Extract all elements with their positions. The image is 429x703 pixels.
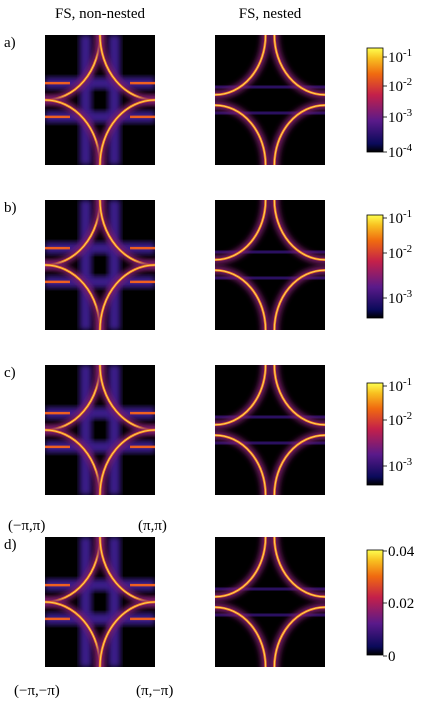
heatmap-panel xyxy=(45,35,155,165)
heatmap-panel xyxy=(45,200,155,330)
fermi-surface xyxy=(45,365,155,495)
corner-label: (π,−π) xyxy=(136,683,173,699)
arc-core xyxy=(274,269,325,330)
row-label: b) xyxy=(4,200,17,216)
colorbar xyxy=(366,382,384,486)
colorbar-label-text: 0.02 xyxy=(388,596,414,612)
colorbar-label: 10-2 xyxy=(388,410,412,429)
colorbar-label: 10-3 xyxy=(388,456,413,475)
fermi-surface xyxy=(45,537,155,667)
row-label: c) xyxy=(4,365,16,381)
colorbar xyxy=(366,214,384,319)
colorbar-label: 10-1 xyxy=(388,376,412,395)
heatmap-panel xyxy=(215,537,325,667)
band-glow xyxy=(79,537,92,667)
band-glow xyxy=(108,365,121,495)
band-glow xyxy=(45,110,155,123)
fermi-surface xyxy=(215,35,325,165)
band-glow xyxy=(108,200,121,330)
band-glow xyxy=(79,365,92,495)
colorbar-label-base: 10 xyxy=(388,145,403,161)
heatmap-panel xyxy=(45,537,155,667)
colorbar-label-exponent: -2 xyxy=(403,76,412,88)
corner-label: (−π,−π) xyxy=(14,683,60,699)
fermi-surface xyxy=(215,200,325,330)
fermi-surface xyxy=(45,35,155,165)
colorbar-label-exponent: -3 xyxy=(403,456,413,468)
colorbar-label-exponent: -3 xyxy=(403,288,413,300)
arc-core xyxy=(274,537,325,598)
fermi-surface xyxy=(45,200,155,330)
colorbar xyxy=(366,47,384,153)
colorbar-label-exponent: -2 xyxy=(403,243,412,255)
column-title: FS, non-nested xyxy=(55,6,146,22)
band-glow xyxy=(79,200,92,330)
colorbar-label: 10-1 xyxy=(388,208,412,227)
colorbar-label-base: 10 xyxy=(388,413,403,429)
colorbar-label: 10-3 xyxy=(388,288,413,307)
arc-core xyxy=(274,200,325,261)
band-glow xyxy=(79,35,92,165)
colorbar-label-base: 10 xyxy=(388,246,403,262)
arc-core xyxy=(274,104,325,165)
colorbar-label: 10-1 xyxy=(388,47,412,66)
arc-core xyxy=(274,35,325,96)
colorbar-label-exponent: -1 xyxy=(403,376,412,388)
heatmap-panel xyxy=(215,35,325,165)
panel-background xyxy=(215,200,325,330)
heatmap-panel xyxy=(215,200,325,330)
colorbar-label-base: 10 xyxy=(388,291,403,307)
colorbar-label: 10-2 xyxy=(388,243,412,262)
colorbar-label-base: 10 xyxy=(388,50,403,66)
band-glow xyxy=(45,440,155,453)
row-label: d) xyxy=(4,537,17,553)
colorbar-label: 0 xyxy=(388,649,396,665)
colorbar-label-exponent: -3 xyxy=(403,107,413,119)
band-glow xyxy=(45,275,155,288)
colorbar xyxy=(366,549,384,656)
band-glow xyxy=(45,579,155,592)
band-glow xyxy=(45,242,155,255)
colorbar-label-exponent: -1 xyxy=(403,208,412,220)
row-label: a) xyxy=(4,35,16,51)
colorbar-label-base: 10 xyxy=(388,110,403,126)
fermi-surface xyxy=(215,537,325,667)
colorbar-label-text: 0.04 xyxy=(388,544,415,560)
heatmap-panel xyxy=(215,365,325,495)
arc-core xyxy=(274,365,325,426)
colorbar-label-exponent: -1 xyxy=(403,47,412,59)
corner-label: (π,π) xyxy=(138,518,167,534)
colorbar-label: 10-2 xyxy=(388,76,412,95)
heatmap-panel xyxy=(45,365,155,495)
colorbar-label: 0.04 xyxy=(388,544,415,560)
panel-background xyxy=(215,365,325,495)
colorbar-label-text: 0 xyxy=(388,649,396,665)
colorbar-label-base: 10 xyxy=(388,79,403,95)
colorbar-label: 10-4 xyxy=(388,142,413,161)
fermi-surface xyxy=(215,365,325,495)
band-glow xyxy=(45,612,155,625)
panel-background xyxy=(215,537,325,667)
colorbar-label-exponent: -2 xyxy=(403,410,412,422)
band-glow xyxy=(108,537,121,667)
band-glow xyxy=(45,77,155,90)
arc-core xyxy=(215,365,266,426)
band-glow xyxy=(108,35,121,165)
colorbar-label-base: 10 xyxy=(388,379,403,395)
column-title: FS, nested xyxy=(239,6,302,22)
colorbar-label: 0.02 xyxy=(388,596,414,612)
arc-core xyxy=(274,606,325,667)
colorbar-label: 10-3 xyxy=(388,107,413,126)
arc-core xyxy=(215,104,266,165)
arc-core xyxy=(274,434,325,495)
band-glow xyxy=(45,407,155,420)
colorbar-label-base: 10 xyxy=(388,459,403,475)
corner-label: (−π,π) xyxy=(8,518,45,534)
colorbar-label-base: 10 xyxy=(388,211,403,227)
panel-background xyxy=(215,35,325,165)
colorbar-label-exponent: -4 xyxy=(403,142,413,154)
arc-core xyxy=(215,537,266,598)
